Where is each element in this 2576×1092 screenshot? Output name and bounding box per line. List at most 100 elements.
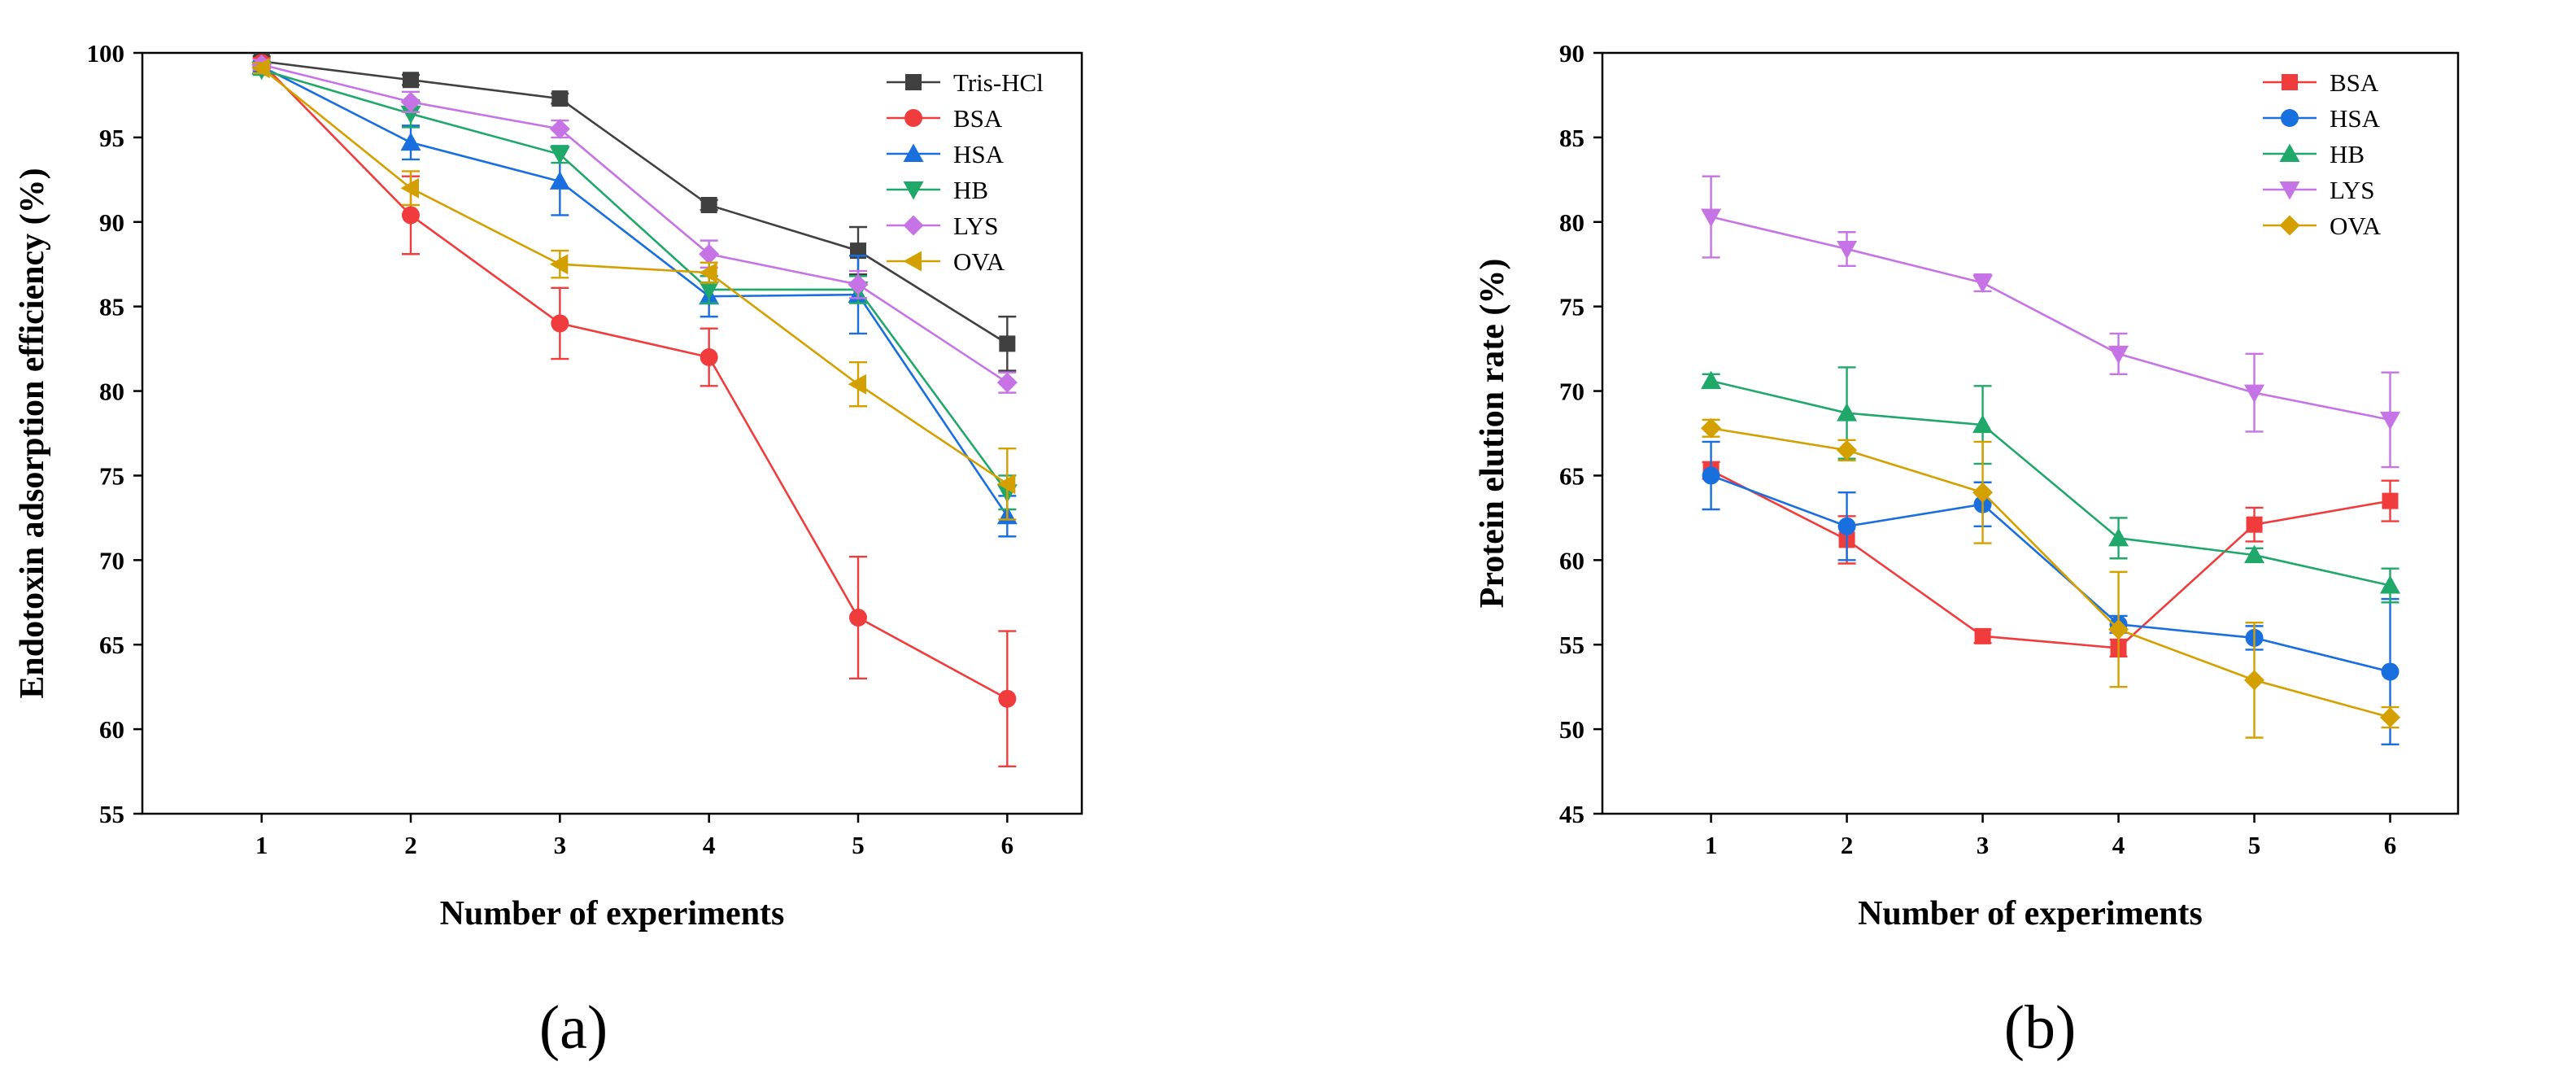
legend-label: LYS <box>953 212 998 240</box>
panel-label: (b) <box>2004 994 2077 1062</box>
x-tick-label: 6 <box>1001 831 1014 859</box>
chart-a: 1 2 3 4 5 6 55 60 65 70 75 80 85 90 95 100 Number of exp… <box>14 39 1083 1062</box>
series-ova <box>1701 417 2401 739</box>
y-tick-label: 55 <box>1559 631 1584 659</box>
series-bsa <box>1702 461 2399 657</box>
legend-marker <box>903 215 924 236</box>
data-point <box>402 206 420 225</box>
x-tick-label: 5 <box>2248 831 2261 859</box>
plot-frame <box>141 51 1083 815</box>
legend-marker <box>904 109 922 127</box>
data-point <box>400 91 421 112</box>
legend-label: OVA <box>2330 212 2382 240</box>
y-tick-label: 60 <box>1559 546 1584 574</box>
series-hsa <box>1702 440 2399 746</box>
data-point <box>2380 411 2401 430</box>
data-point <box>549 254 569 275</box>
x-axis-label: Number of experiments <box>440 895 785 933</box>
y-tick-label: 50 <box>1559 715 1584 744</box>
x-tick-label: 6 <box>2384 831 2397 859</box>
data-point <box>551 314 569 333</box>
legend-label: HSA <box>953 140 1005 168</box>
data-point <box>699 262 717 283</box>
legend-marker <box>905 74 922 90</box>
series-hsa <box>251 56 1018 538</box>
series-ova <box>251 58 1017 521</box>
data-point <box>1972 274 1994 294</box>
data-point <box>549 119 570 139</box>
legend-label: HB <box>953 176 988 204</box>
data-point <box>848 373 866 395</box>
panel-label: (a) <box>539 994 608 1062</box>
data-point <box>1974 627 1991 644</box>
data-point <box>699 243 720 264</box>
legend: Tris-HCl BSA HSA HB LYS OVA <box>887 68 1044 276</box>
series-bsa <box>252 54 1017 768</box>
data-point <box>403 72 419 89</box>
data-point <box>1837 241 1858 260</box>
data-point <box>998 689 1017 708</box>
data-point <box>2108 345 2129 365</box>
y-tick-label: 60 <box>99 715 124 744</box>
x-tick-label: 1 <box>255 831 268 859</box>
series-hb <box>1701 366 2401 604</box>
series-line <box>260 67 1009 485</box>
data-point <box>1837 439 1858 461</box>
legend-label: HB <box>2330 140 2365 168</box>
series-lys <box>251 55 1018 394</box>
y-tick-label: 55 <box>99 800 124 828</box>
legend-marker <box>2279 143 2300 162</box>
legend-label: HSA <box>2330 104 2381 133</box>
data-point <box>2244 384 2265 404</box>
legend-marker <box>903 181 924 200</box>
series-line <box>261 68 1009 493</box>
data-point <box>2382 492 2399 509</box>
legend-label: OVA <box>953 247 1005 276</box>
x-tick-label: 3 <box>554 831 567 859</box>
x-axis-label: Number of experiments <box>1858 895 2203 933</box>
data-point <box>999 335 1016 352</box>
data-point <box>1972 414 1994 434</box>
x-tick-label: 2 <box>1841 831 1854 859</box>
series-line <box>1711 379 2391 587</box>
data-point <box>2244 670 2265 691</box>
legend-label: Tris-HCl <box>953 68 1044 97</box>
data-point <box>1837 403 1858 422</box>
y-tick-label: 95 <box>99 124 124 152</box>
data-point <box>1701 370 1722 390</box>
data-point <box>2108 619 2129 640</box>
x-tick-label: 5 <box>852 831 865 859</box>
y-tick-label: 100 <box>87 39 125 68</box>
data-point <box>700 197 717 213</box>
plot-frame <box>1601 51 2460 815</box>
data-point <box>2244 544 2265 564</box>
x-tick-label: 2 <box>404 831 417 859</box>
data-point <box>996 372 1018 393</box>
x-tick-label: 4 <box>703 831 716 859</box>
y-tick-label: 85 <box>99 293 124 321</box>
data-point <box>2246 516 2263 533</box>
data-point <box>549 146 570 165</box>
y-axis-label: Protein elution rate (%) <box>1474 259 1511 609</box>
data-point <box>551 90 569 107</box>
data-point <box>699 281 720 300</box>
y-tick-label: 80 <box>1559 208 1584 237</box>
y-axis-label: Endotoxin adsorption efficiency (%) <box>14 168 51 698</box>
y-tick-label: 45 <box>1559 800 1584 828</box>
y-tick-label: 75 <box>99 461 124 490</box>
series-line <box>261 63 1009 384</box>
legend-label: LYS <box>2330 176 2374 204</box>
y-tick-label: 65 <box>1559 461 1584 490</box>
legend-marker <box>903 143 924 162</box>
data-point <box>1701 208 1722 228</box>
data-point <box>400 177 419 199</box>
series-lys <box>1701 175 2401 469</box>
data-point <box>2380 575 2401 594</box>
data-point <box>251 58 270 79</box>
data-point <box>700 348 718 366</box>
data-point <box>400 132 421 151</box>
y-tick-label: 70 <box>99 546 124 574</box>
data-point <box>850 242 866 260</box>
